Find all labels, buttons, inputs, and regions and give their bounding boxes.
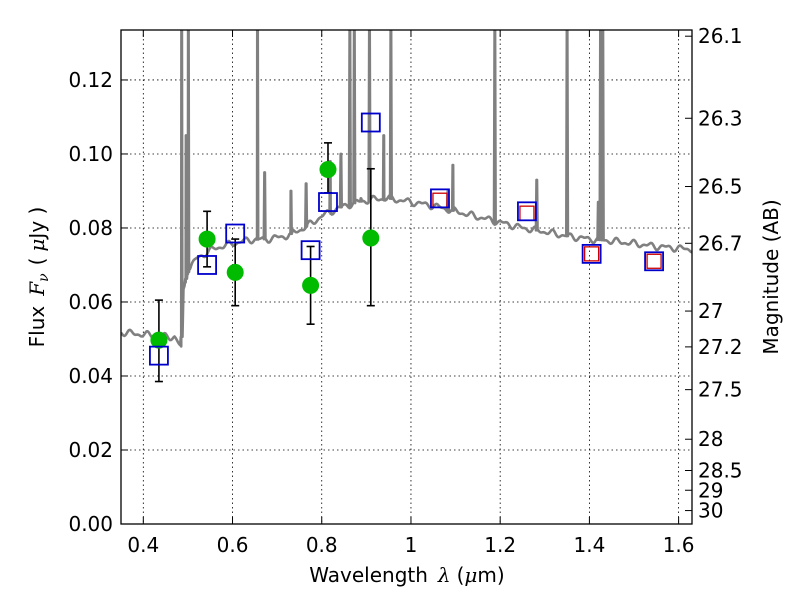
observed-point — [226, 263, 244, 281]
model-square-blue — [360, 112, 381, 133]
y-axis-title: FluxFν(μJy ) — [25, 207, 52, 348]
x-axis-title: Wavelength λ (μm) — [309, 563, 504, 587]
y2-tick-label: 26.3 — [698, 106, 743, 130]
model-square-blue — [225, 223, 246, 244]
y2-tick-label: 28 — [698, 427, 723, 451]
observed-point — [198, 230, 216, 248]
plot-frame — [120, 29, 693, 525]
x-tick-label: 1.2 — [484, 533, 516, 557]
y2-tick-label: 27.5 — [698, 378, 743, 402]
y2-tick-label: 27 — [698, 299, 723, 323]
y-tick-label: 0.10 — [68, 142, 113, 166]
model-square-blue — [318, 192, 338, 212]
predicted-square-red — [646, 253, 662, 269]
x-tick-label: 1.6 — [663, 533, 695, 557]
model-square-blue — [581, 243, 602, 264]
x-tick-label: 1.4 — [573, 533, 605, 557]
y2-tick-label: 29 — [698, 478, 723, 502]
x-tick-label: 0.8 — [306, 533, 338, 557]
y2-tick-label: 30 — [698, 499, 723, 523]
axis-ticks: 0.4 0.6 0.8 1 1.2 1.4 1.6 0.00 0.02 0.04 0.06 0.08 0… — [68, 24, 742, 557]
model-square-blue — [197, 255, 217, 275]
x-tick-label: 0.6 — [217, 533, 249, 557]
x-tick-label: 0.4 — [127, 533, 159, 557]
y2-axis-title: Magnitude (AB) — [759, 199, 783, 354]
y2-tick-label: 26.5 — [698, 175, 743, 199]
model-square-blue — [149, 345, 169, 366]
y-tick-label: 0.06 — [68, 290, 113, 314]
y-tick-label: 0.02 — [68, 438, 113, 462]
observed-point — [150, 331, 168, 349]
y-tick-label: 0.12 — [68, 68, 113, 92]
observed-point — [362, 229, 380, 247]
model-square-blue — [517, 201, 537, 222]
observed-point — [302, 276, 320, 294]
y-tick-label: 0.00 — [68, 512, 113, 536]
observed-point — [319, 161, 337, 179]
y2-tick-label: 28.5 — [698, 459, 743, 483]
observed-point-group — [198, 210, 216, 268]
model-square-blue — [300, 240, 321, 261]
observed-point-group — [319, 142, 337, 194]
y-tick-label: 0.04 — [68, 364, 113, 388]
plot-area — [121, 30, 692, 383]
observed-point-group — [362, 167, 380, 307]
predicted-square-red — [583, 246, 600, 262]
x-tick-label: 1 — [405, 533, 418, 557]
model-square-blue — [644, 251, 664, 272]
y2-tick-label: 27.2 — [698, 335, 743, 359]
model-square-blue — [430, 188, 450, 209]
y2-tick-label: 26.1 — [698, 24, 743, 48]
observed-point-group — [150, 299, 168, 383]
y2-tick-label: 26.7 — [698, 231, 743, 255]
observed-point-group — [226, 238, 244, 307]
model-spectrum-line — [121, 30, 692, 348]
y-tick-label: 0.08 — [68, 216, 113, 240]
